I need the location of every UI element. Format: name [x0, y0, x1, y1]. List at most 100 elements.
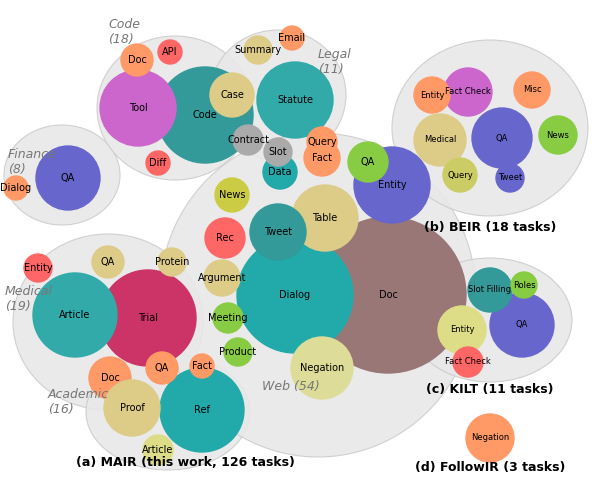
Text: Web (54): Web (54)	[262, 380, 320, 393]
Text: Tweet: Tweet	[264, 227, 292, 237]
Circle shape	[210, 73, 254, 117]
Text: Code: Code	[193, 110, 217, 120]
Text: Contract: Contract	[227, 135, 269, 145]
Text: (b) BEIR (18 tasks): (b) BEIR (18 tasks)	[424, 221, 556, 235]
Ellipse shape	[97, 36, 253, 180]
Text: Email: Email	[279, 33, 306, 43]
Text: Finance
(8): Finance (8)	[8, 148, 57, 176]
Circle shape	[472, 108, 532, 168]
Text: Code
(18): Code (18)	[108, 18, 140, 46]
Circle shape	[190, 354, 214, 378]
Text: Proof: Proof	[120, 403, 144, 413]
Ellipse shape	[4, 125, 120, 225]
Circle shape	[4, 176, 28, 200]
Text: Dialog: Dialog	[1, 183, 31, 193]
Circle shape	[157, 67, 253, 163]
Circle shape	[89, 357, 131, 399]
Circle shape	[158, 40, 182, 64]
Text: Diff: Diff	[149, 158, 167, 168]
Text: Tool: Tool	[129, 103, 147, 113]
Text: QA: QA	[496, 133, 508, 143]
Text: (c) KILT (11 tasks): (c) KILT (11 tasks)	[426, 384, 554, 396]
Circle shape	[263, 155, 297, 189]
Circle shape	[257, 62, 333, 138]
Circle shape	[514, 72, 550, 108]
Circle shape	[158, 248, 186, 276]
Text: Summary: Summary	[234, 45, 282, 55]
Circle shape	[468, 268, 512, 312]
Text: News: News	[547, 130, 569, 140]
Circle shape	[215, 178, 249, 212]
Circle shape	[490, 293, 554, 357]
Circle shape	[453, 347, 483, 377]
Circle shape	[280, 26, 304, 50]
Circle shape	[354, 147, 430, 223]
Text: Medical
(19): Medical (19)	[5, 285, 53, 313]
Text: Misc: Misc	[523, 85, 541, 95]
Text: Case: Case	[220, 90, 244, 100]
Circle shape	[204, 260, 240, 296]
Text: Table: Table	[312, 213, 338, 223]
Circle shape	[143, 435, 173, 465]
Circle shape	[146, 151, 170, 175]
Circle shape	[348, 142, 388, 182]
Text: Legal
(11): Legal (11)	[318, 48, 352, 76]
Circle shape	[36, 146, 100, 210]
Ellipse shape	[160, 133, 476, 457]
Circle shape	[237, 237, 353, 353]
Text: Doc: Doc	[128, 55, 146, 65]
Text: Query: Query	[447, 171, 473, 179]
Circle shape	[310, 217, 466, 373]
Text: Fact: Fact	[312, 153, 332, 163]
Text: Data: Data	[268, 167, 292, 177]
Text: Doc: Doc	[101, 373, 119, 383]
Text: Entity: Entity	[450, 325, 474, 335]
Text: Entity: Entity	[420, 91, 444, 99]
Ellipse shape	[210, 30, 346, 160]
Circle shape	[146, 352, 178, 384]
Circle shape	[24, 254, 52, 282]
Text: Roles: Roles	[513, 280, 535, 290]
Circle shape	[244, 36, 272, 64]
Circle shape	[414, 114, 466, 166]
Circle shape	[224, 338, 252, 366]
Text: QA: QA	[61, 173, 75, 183]
Text: Article: Article	[60, 310, 91, 320]
Text: Fact Check: Fact Check	[445, 88, 491, 97]
Text: Entity: Entity	[377, 180, 406, 190]
Text: Medical: Medical	[424, 136, 456, 145]
Text: Product: Product	[220, 347, 256, 357]
Circle shape	[121, 44, 153, 76]
Circle shape	[160, 368, 244, 452]
Text: Slot Filling: Slot Filling	[468, 286, 512, 294]
Text: QA: QA	[361, 157, 375, 167]
Text: Argument: Argument	[197, 273, 246, 283]
Text: Slot: Slot	[268, 147, 287, 157]
Text: Fact Check: Fact Check	[445, 358, 491, 367]
Circle shape	[100, 70, 176, 146]
Circle shape	[466, 414, 514, 462]
Text: Dialog: Dialog	[279, 290, 311, 300]
Circle shape	[304, 140, 340, 176]
Text: (d) FollowIR (3 tasks): (d) FollowIR (3 tasks)	[415, 462, 565, 474]
Ellipse shape	[392, 40, 588, 216]
Circle shape	[414, 77, 450, 113]
Text: QA: QA	[516, 320, 528, 329]
Text: Protein: Protein	[155, 257, 189, 267]
Text: Fact: Fact	[192, 361, 212, 371]
Circle shape	[496, 164, 524, 192]
Circle shape	[233, 125, 263, 155]
Circle shape	[100, 270, 196, 366]
Text: QA: QA	[155, 363, 169, 373]
Circle shape	[511, 272, 537, 298]
Text: QA: QA	[101, 257, 115, 267]
Circle shape	[205, 218, 245, 258]
Circle shape	[291, 337, 353, 399]
Circle shape	[264, 138, 292, 166]
Circle shape	[92, 246, 124, 278]
Circle shape	[539, 116, 577, 154]
Circle shape	[104, 380, 160, 436]
Text: Meeting: Meeting	[208, 313, 248, 323]
Circle shape	[443, 158, 477, 192]
Circle shape	[250, 204, 306, 260]
